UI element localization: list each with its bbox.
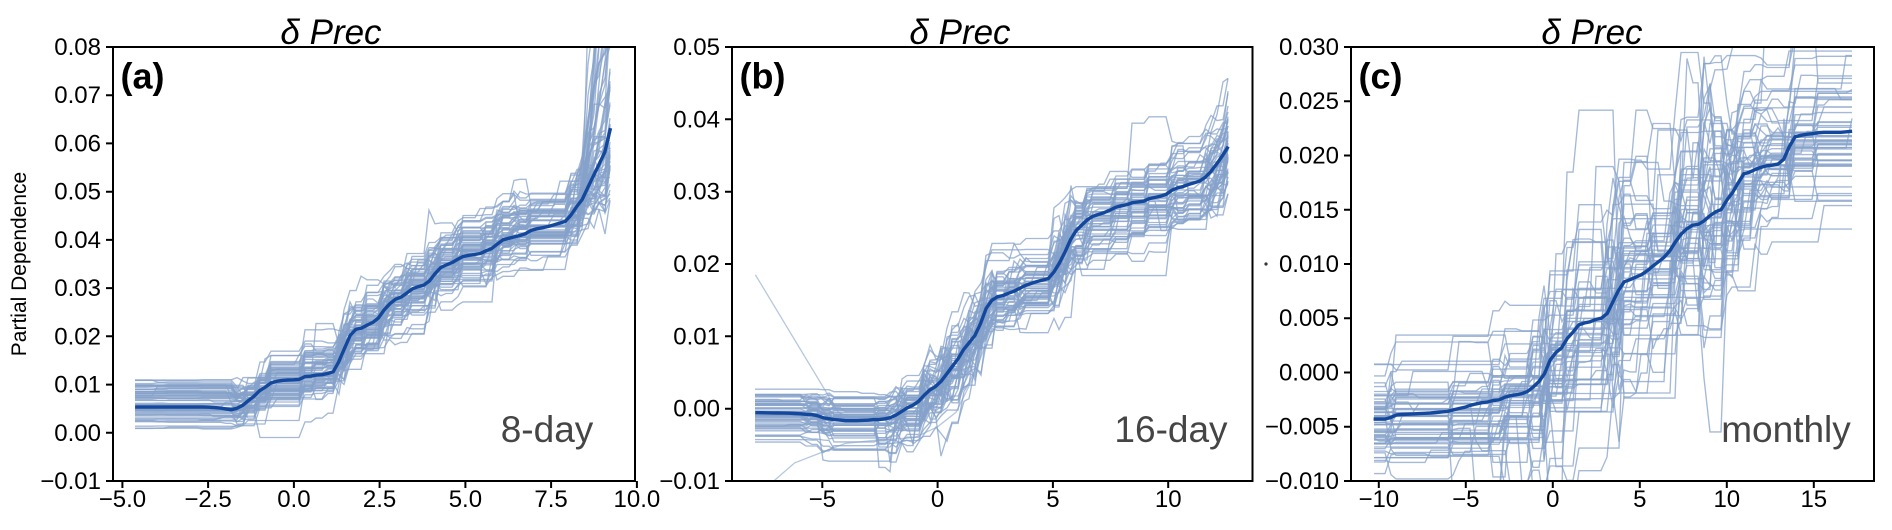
svg-text:0.01: 0.01 [673,323,720,350]
svg-text:0.02: 0.02 [54,323,101,350]
svg-text:−0.005: −0.005 [1265,414,1339,441]
svg-text:10: 10 [1713,486,1740,513]
svg-text:0.025: 0.025 [1279,88,1339,115]
svg-text:0: 0 [931,486,944,513]
svg-text:monthly: monthly [1721,409,1851,450]
svg-text:−0.010: −0.010 [1265,468,1339,495]
svg-text:−5: −5 [1452,486,1479,513]
svg-text:0.000: 0.000 [1279,360,1339,387]
svg-text:0.005: 0.005 [1279,305,1339,332]
svg-text:(b): (b) [740,56,786,97]
svg-text:0.02: 0.02 [673,251,720,278]
svg-text:0.020: 0.020 [1279,143,1339,170]
svg-text:Partial Dependence: Partial Dependence [8,172,31,356]
svg-text:−5.0: −5.0 [99,486,146,513]
svg-text:5: 5 [1046,486,1059,513]
svg-text:0.015: 0.015 [1279,197,1339,224]
svg-text:(a): (a) [121,56,165,97]
svg-text:0.030: 0.030 [1279,34,1339,61]
svg-text:0.05: 0.05 [673,34,720,61]
svg-text:−0.01: −0.01 [40,468,101,495]
svg-text:15: 15 [1800,486,1827,513]
svg-text:−2.5: −2.5 [184,486,231,513]
svg-text:10.0: 10.0 [614,486,661,513]
svg-text:δ Prec: δ Prec [1541,13,1643,52]
svg-text:5: 5 [1633,486,1646,513]
svg-text:0.03: 0.03 [673,179,720,206]
svg-text:0.05: 0.05 [54,179,101,206]
svg-text:0.06: 0.06 [54,130,101,157]
svg-text:−10: −10 [1358,486,1399,513]
svg-text:0.04: 0.04 [673,106,720,133]
svg-text:5.0: 5.0 [449,486,482,513]
svg-text:0.00: 0.00 [673,396,720,423]
svg-text:−5: −5 [809,486,836,513]
svg-text:0.08: 0.08 [54,34,101,61]
svg-text:8-day: 8-day [501,409,594,450]
svg-text:16-day: 16-day [1114,409,1228,450]
svg-text:0.03: 0.03 [54,275,101,302]
svg-text:δ Prec: δ Prec [909,13,1011,52]
svg-text:0.01: 0.01 [54,372,101,399]
svg-text:0.0: 0.0 [277,486,310,513]
svg-text:0: 0 [1546,486,1559,513]
svg-text:δ Prec: δ Prec [280,13,382,52]
svg-text:0.07: 0.07 [54,82,101,109]
svg-text:0.00: 0.00 [54,420,101,447]
svg-text:0.010: 0.010 [1279,251,1339,278]
svg-text:7.5: 7.5 [534,486,567,513]
svg-text:0.04: 0.04 [54,227,101,254]
svg-text:10: 10 [1155,486,1182,513]
svg-text:2.5: 2.5 [363,486,396,513]
svg-text:(c): (c) [1359,56,1403,97]
svg-text:−0.01: −0.01 [659,468,720,495]
